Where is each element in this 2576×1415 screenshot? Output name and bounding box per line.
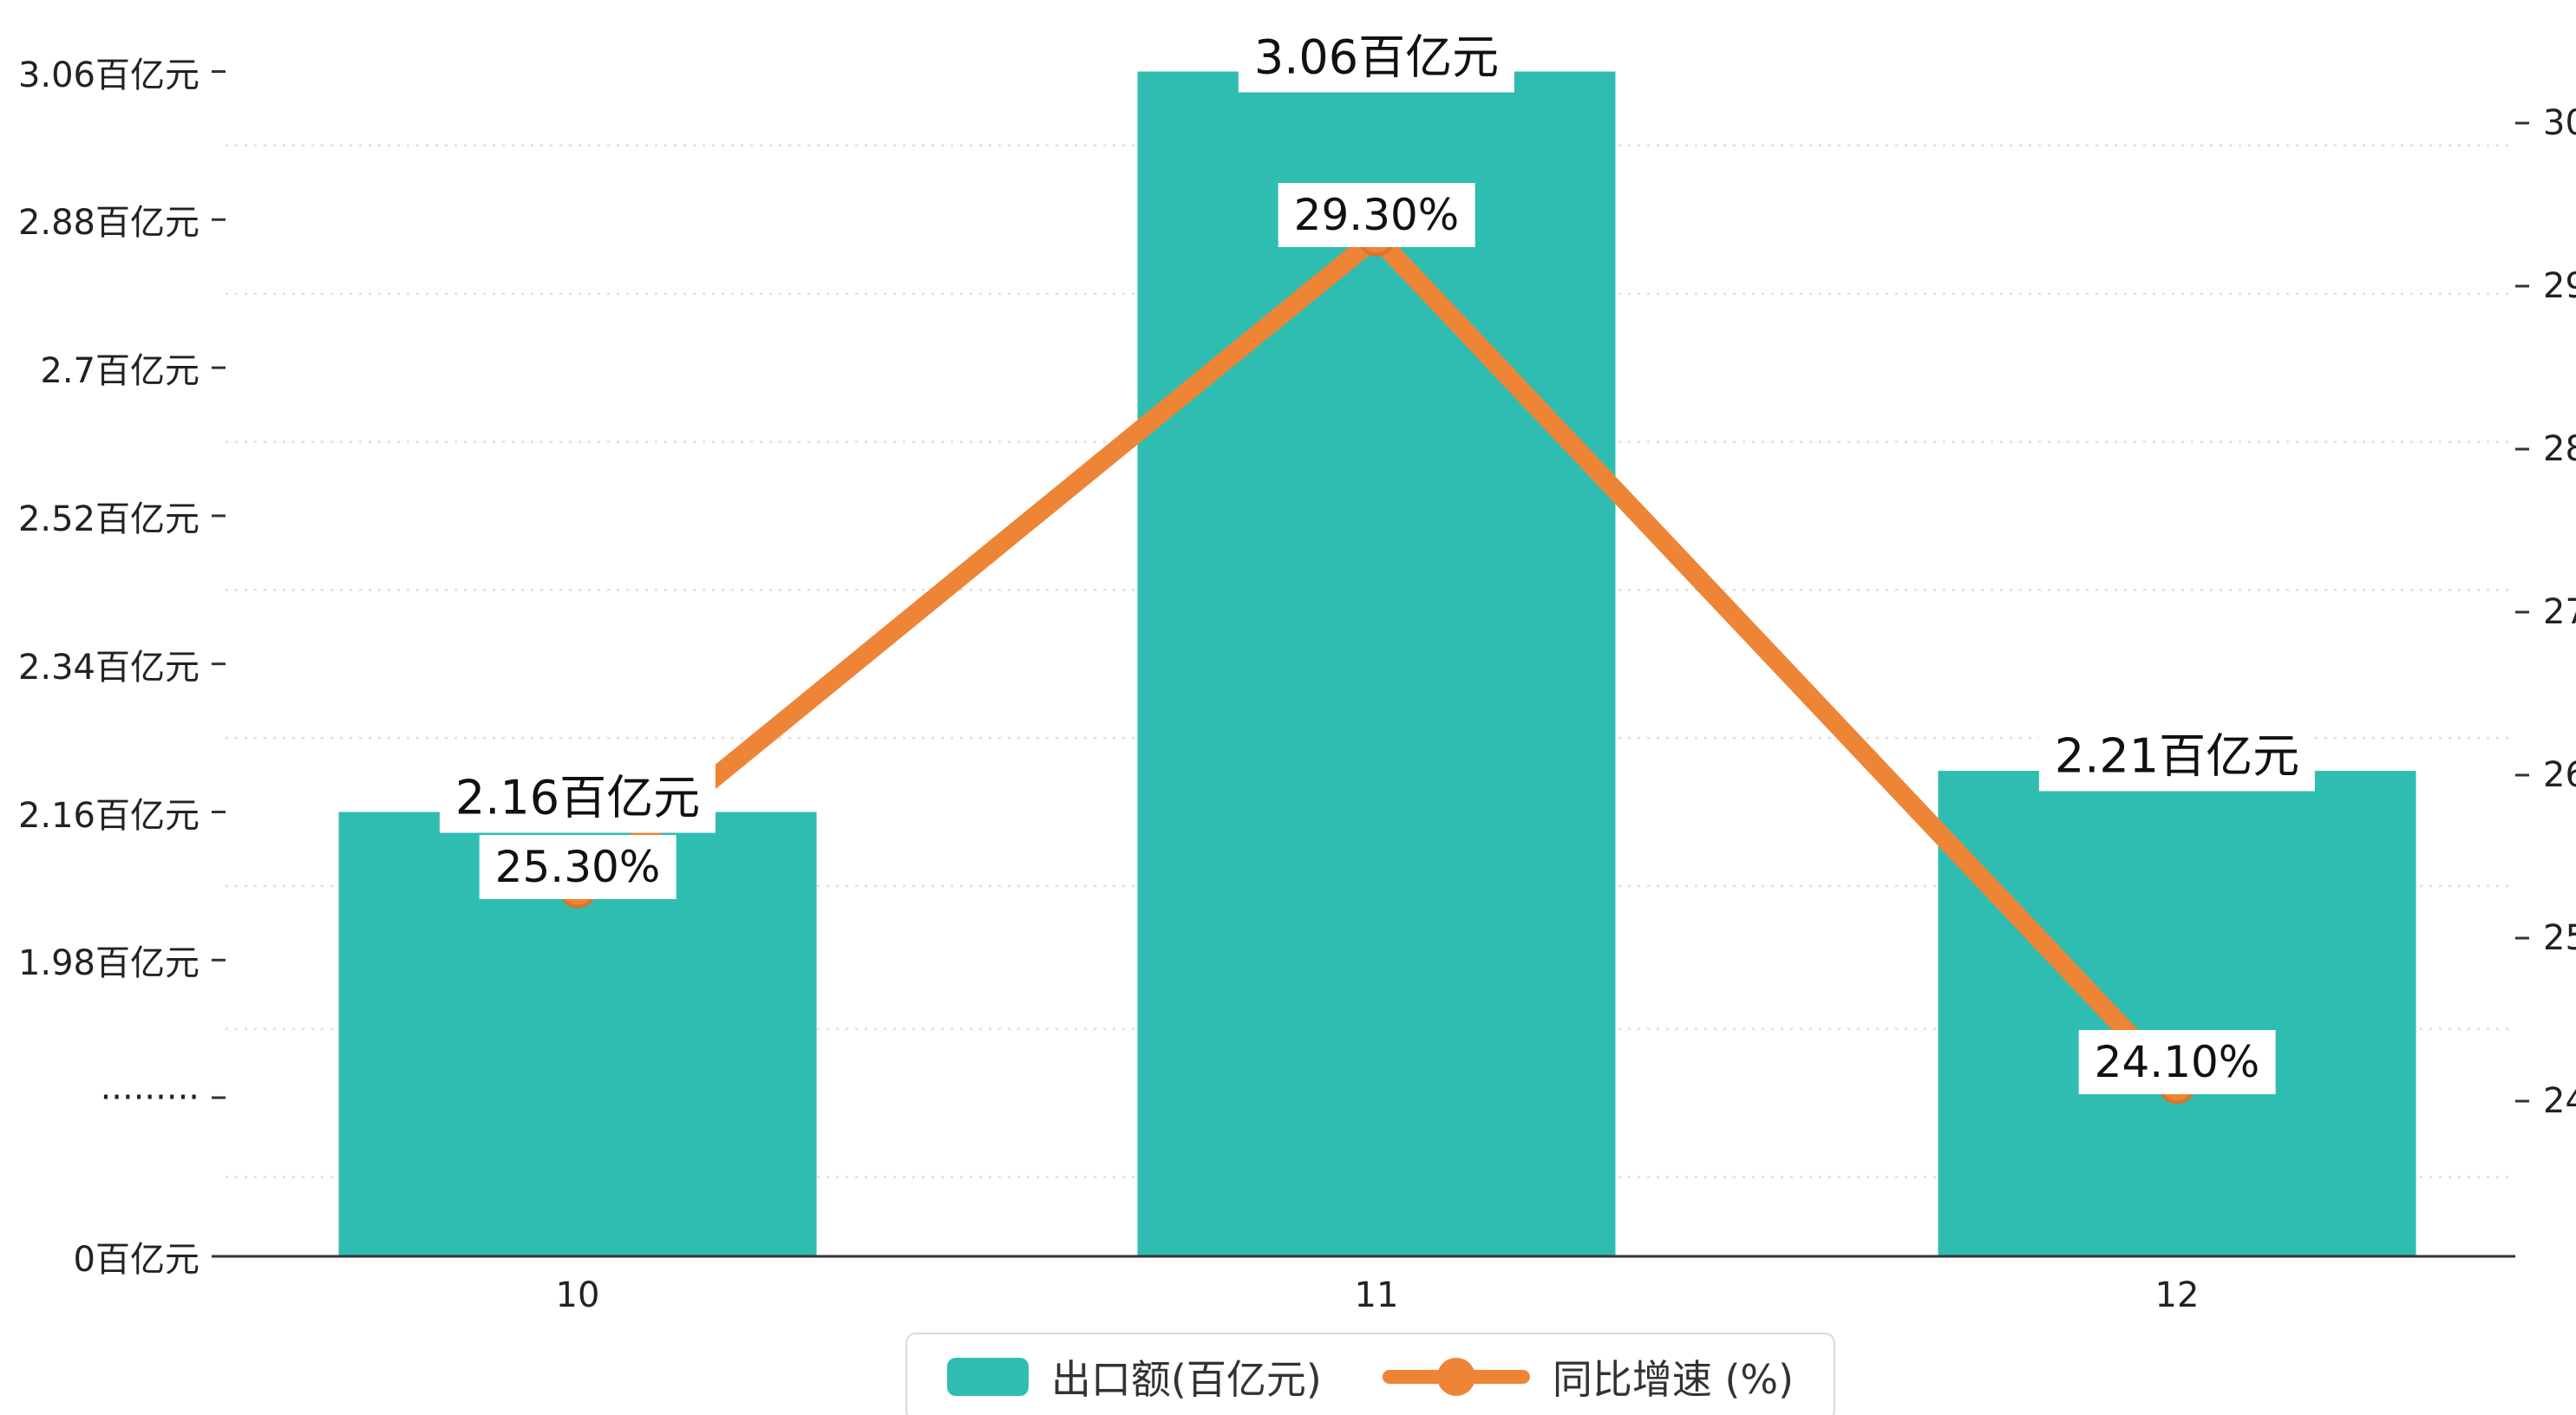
legend-item-export[interactable]: 出口额(百亿元) [946, 1348, 1322, 1405]
line-swatch-dot [1436, 1358, 1475, 1396]
legend-label-growth: 同比增速 (%) [1552, 1356, 1795, 1403]
line-point-12[interactable] [2158, 1066, 2196, 1105]
bar-month-11[interactable] [1137, 71, 1616, 1257]
line-swatch-icon [1382, 1357, 1530, 1397]
legend-item-growth[interactable]: 同比增速 (%) [1382, 1348, 1795, 1405]
legend-label-export: 出口额(百亿元) [1050, 1356, 1322, 1403]
legend: 出口额(百亿元) 同比增速 (%) [905, 1333, 1836, 1415]
bar-swatch-icon [946, 1358, 1029, 1396]
line-point-11[interactable] [1357, 218, 1396, 257]
line-point-10[interactable] [559, 870, 597, 909]
bar-month-12[interactable] [1938, 771, 2416, 1256]
